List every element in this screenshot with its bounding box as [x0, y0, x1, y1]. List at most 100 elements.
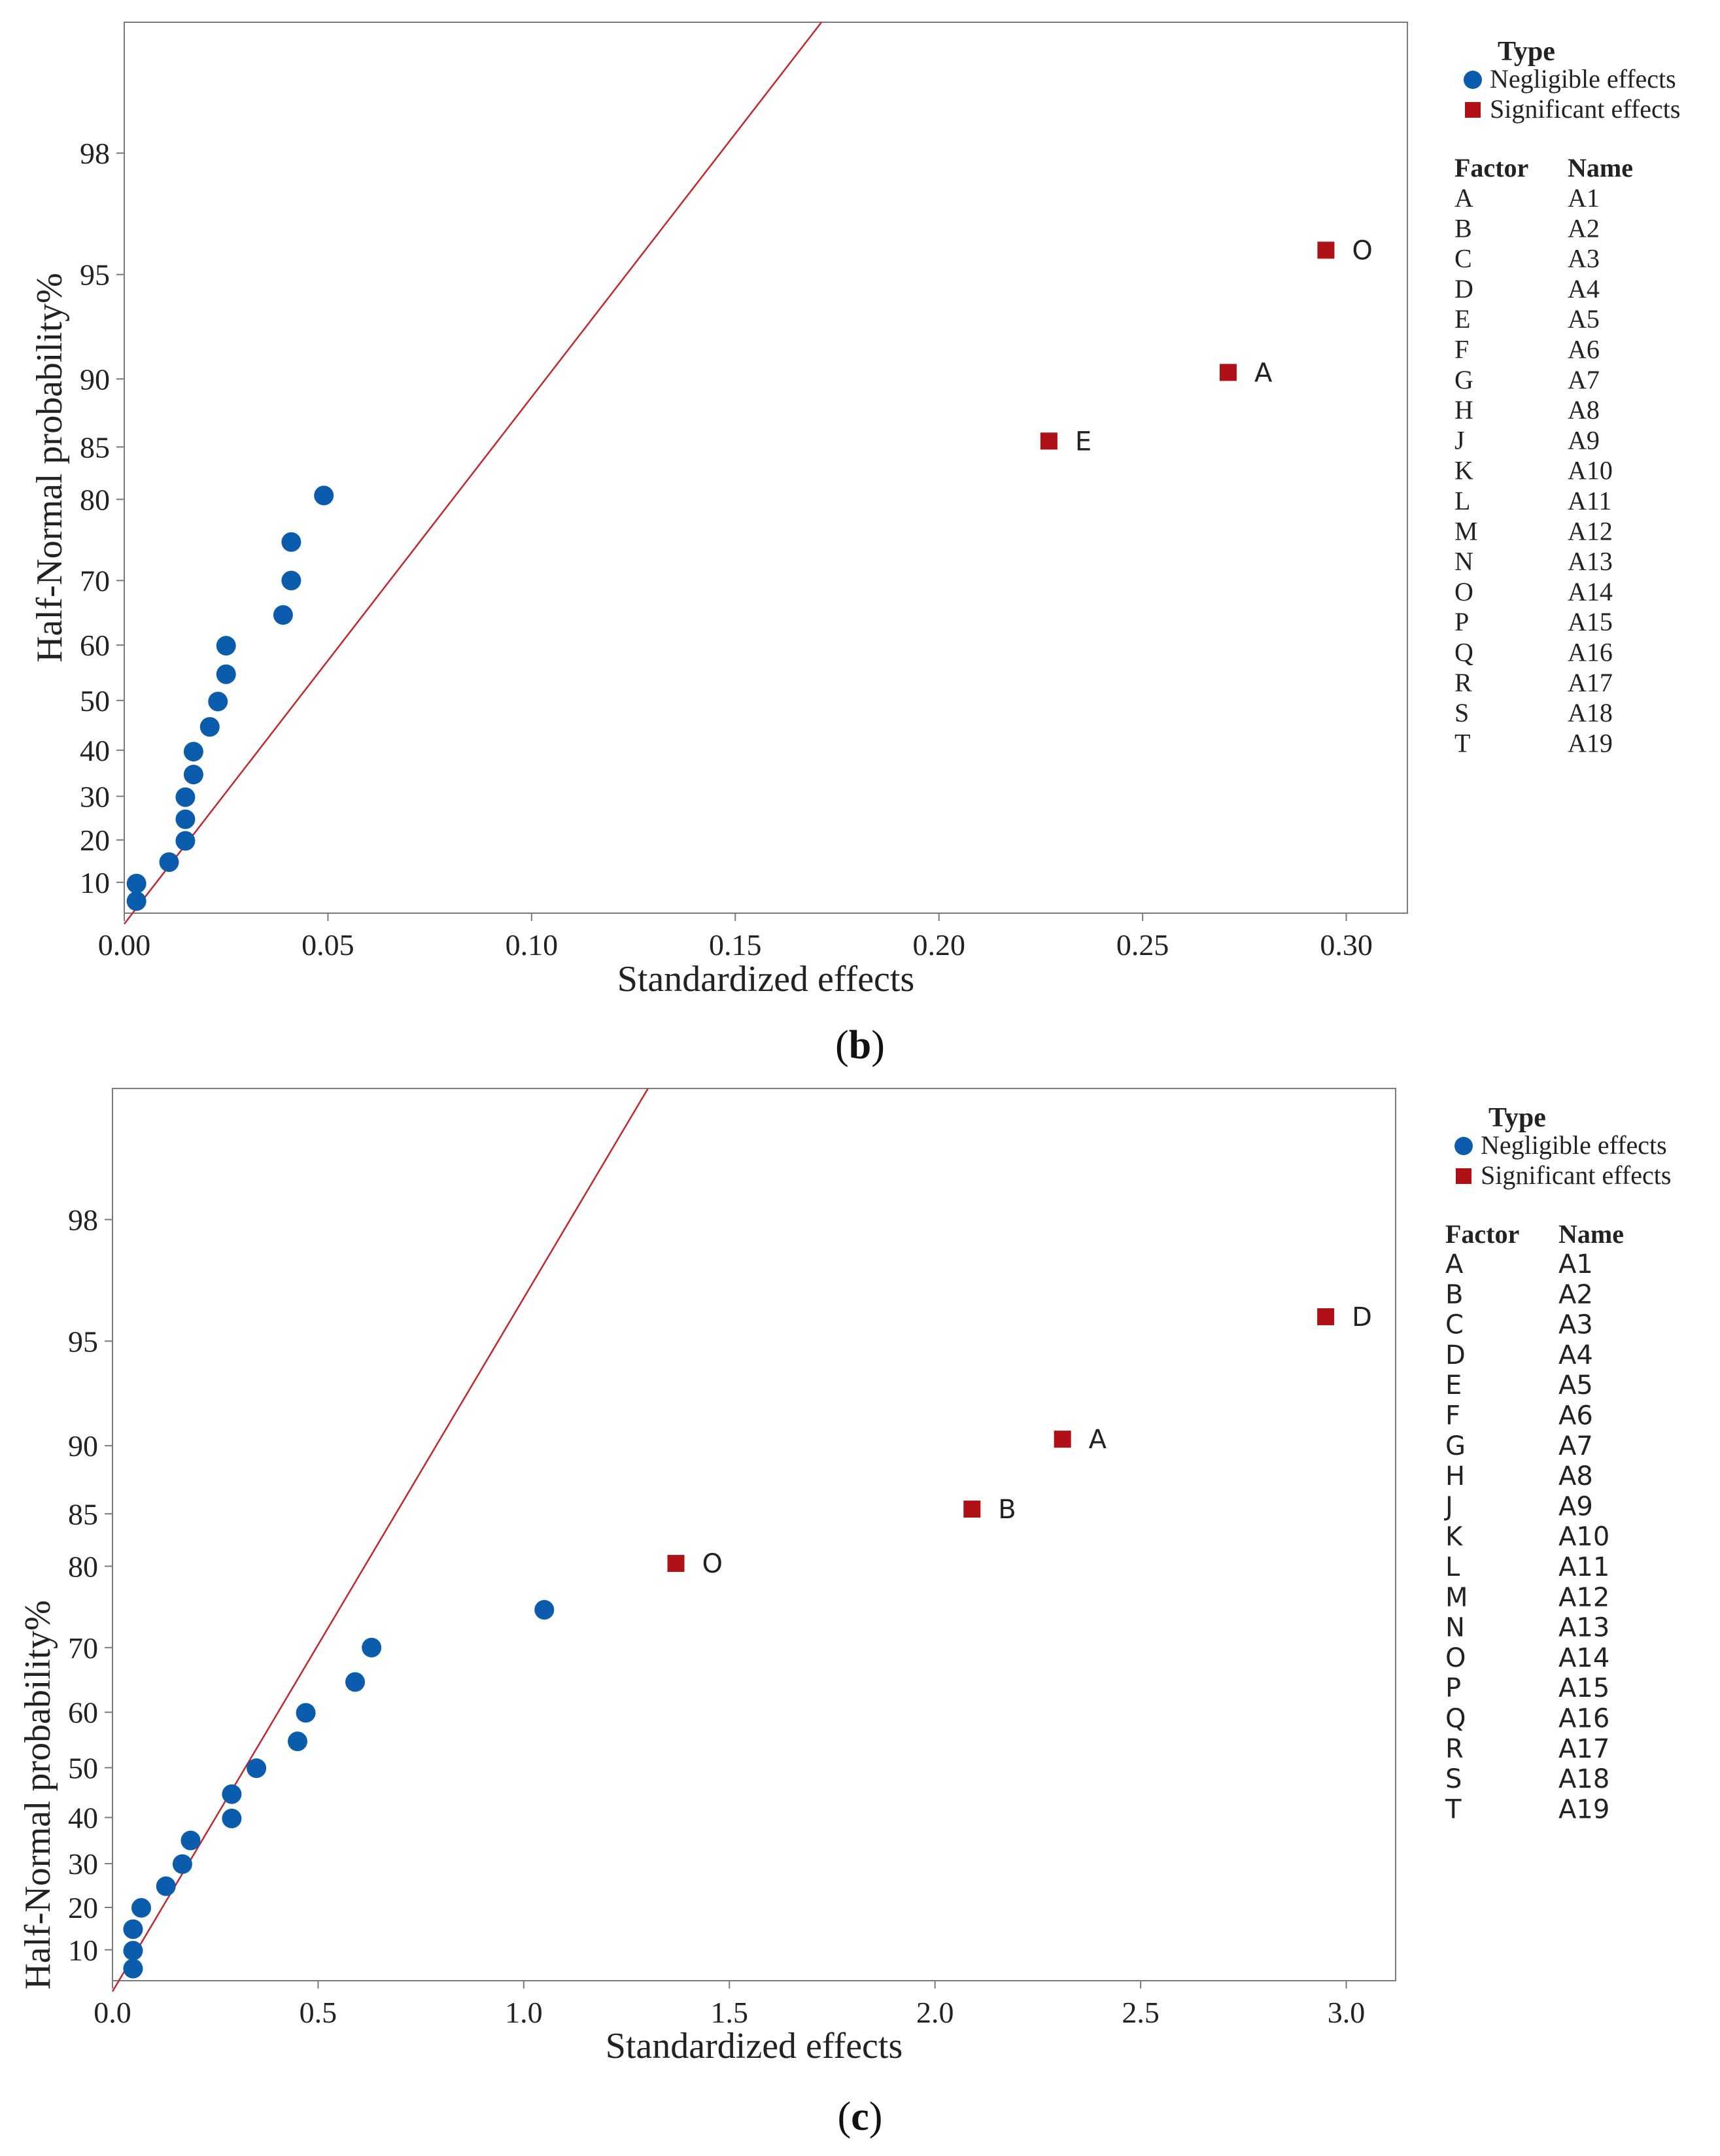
factor-code: G [1445, 1431, 1466, 1461]
factor-code: P [1445, 1673, 1461, 1703]
x-tick-label: 0.0 [94, 1996, 131, 2029]
negligible-effect-point [159, 852, 179, 873]
y-tick-label: 98 [80, 137, 110, 170]
negligible-effect-point [222, 1808, 242, 1828]
factor-code: D [1454, 274, 1473, 304]
factor-name: A8 [1568, 395, 1600, 425]
y-tick-label: 10 [80, 866, 110, 899]
point-label: D [1352, 1302, 1372, 1332]
factor-name: A17 [1568, 668, 1613, 697]
factor-name: A19 [1568, 728, 1613, 757]
x-tick-label: 2.5 [1122, 1996, 1160, 2029]
half-normal-plot-c: 0.0 0.5 1.0 1.5 2.0 2.5 3.0 10 20 30 40 50 60 70 80 85 9… [18, 1088, 1671, 2139]
legend-entry-label: Significant effects [1490, 94, 1680, 124]
factor-code: S [1454, 698, 1469, 727]
x-tick-label: 0.25 [1116, 928, 1169, 962]
factor-name: A15 [1558, 1673, 1609, 1703]
y-tick-label: 95 [80, 258, 110, 292]
y-tick-label: 20 [80, 824, 110, 857]
legend-entry-label: Negligible effects [1490, 64, 1676, 94]
y-tick-label: 20 [68, 1891, 98, 1924]
y-tick-label: 85 [68, 1497, 98, 1531]
negligible-effect-point [314, 485, 334, 506]
negligible-effect-point [123, 1919, 143, 1939]
negligible-effect-point [208, 691, 228, 712]
negligible-effect-point [123, 1941, 143, 1961]
factor-name: A18 [1568, 698, 1613, 727]
negligible-effect-point [222, 1784, 242, 1804]
factor-name: A3 [1558, 1310, 1593, 1340]
factor-name: A6 [1558, 1401, 1593, 1431]
factor-code: M [1445, 1582, 1468, 1612]
factor-code: F [1454, 335, 1469, 364]
panel-caption: (b) [835, 1023, 885, 1068]
negligible-effect-point [273, 605, 293, 625]
factor-name: A6 [1568, 335, 1600, 364]
factor-name: A1 [1568, 183, 1600, 213]
reference-line [111, 1088, 649, 1992]
legend-circle-marker [1464, 71, 1482, 89]
factor-code: A [1445, 1249, 1464, 1279]
y-tick-label: 70 [68, 1631, 98, 1665]
y-tick-label: 95 [68, 1325, 98, 1358]
factor-code: R [1445, 1734, 1464, 1764]
point-label: O [1352, 235, 1372, 266]
significant-effect-point [1040, 432, 1058, 450]
factor-name: A4 [1568, 274, 1600, 304]
factor-name: A8 [1558, 1461, 1593, 1491]
factor-name: A11 [1558, 1552, 1609, 1582]
x-tick-label: 2.0 [916, 1996, 954, 2029]
factor-code: M [1454, 516, 1478, 546]
x-tick-label: 0.10 [506, 928, 559, 962]
x-tick-label: 0.5 [300, 1996, 337, 2029]
y-tick-label: 10 [68, 1934, 98, 1967]
x-tick-label: 0.00 [98, 928, 151, 962]
negligible-effect-point [199, 717, 220, 737]
factor-name: A9 [1568, 425, 1600, 455]
name-header: Name [1558, 1219, 1624, 1249]
x-tick-label: 0.15 [709, 928, 762, 962]
y-tick-label: 40 [68, 1801, 98, 1835]
y-tick-label: 98 [68, 1203, 98, 1236]
factor-code: L [1445, 1552, 1460, 1582]
factor-name: A1 [1558, 1249, 1593, 1279]
factor-code: L [1454, 486, 1470, 515]
factor-code: C [1445, 1310, 1464, 1340]
negligible-effect-point [131, 1898, 152, 1918]
factor-code: D [1445, 1340, 1466, 1370]
factor-code: B [1454, 213, 1472, 243]
x-axis-label: Standardized effects [606, 2026, 903, 2066]
negligible-effect-point [281, 532, 301, 552]
factor-name: A16 [1558, 1704, 1609, 1734]
negligible-effect-point [345, 1672, 366, 1692]
panel-caption-letter: c [851, 2095, 869, 2139]
negligible-effect-point [123, 1958, 143, 1979]
factor-name: A10 [1568, 456, 1613, 485]
factor-code: T [1445, 1794, 1462, 1824]
factor-name: A2 [1568, 213, 1600, 243]
factor-name: A16 [1568, 638, 1613, 667]
x-tick-label: 0.20 [912, 928, 965, 962]
factor-name: A9 [1558, 1491, 1593, 1521]
factor-name: A13 [1558, 1613, 1609, 1643]
x-tick-label: 3.0 [1328, 1996, 1366, 2029]
name-header: Name [1568, 153, 1633, 183]
negligible-effect-point [126, 873, 146, 894]
negligible-effect-point [175, 787, 196, 807]
x-tick-label: 1.5 [711, 1996, 749, 2029]
y-tick-label: 85 [80, 430, 110, 464]
x-tick-label: 1.0 [505, 1996, 543, 2029]
legend-circle-marker [1454, 1137, 1473, 1155]
factor-code: J [1454, 425, 1465, 455]
factor-code: N [1454, 547, 1473, 576]
plot-frame [124, 22, 1408, 914]
negligible-effect-point [183, 765, 203, 785]
significant-effect-point [1054, 1431, 1071, 1448]
factor-code: H [1445, 1461, 1465, 1491]
x-axis-label: Standardized effects [617, 959, 915, 1000]
negligible-effect-point [183, 742, 203, 762]
significant-effect-point [1317, 1308, 1335, 1325]
legend-square-marker [1456, 1168, 1471, 1184]
negligible-effect-point [175, 831, 196, 851]
